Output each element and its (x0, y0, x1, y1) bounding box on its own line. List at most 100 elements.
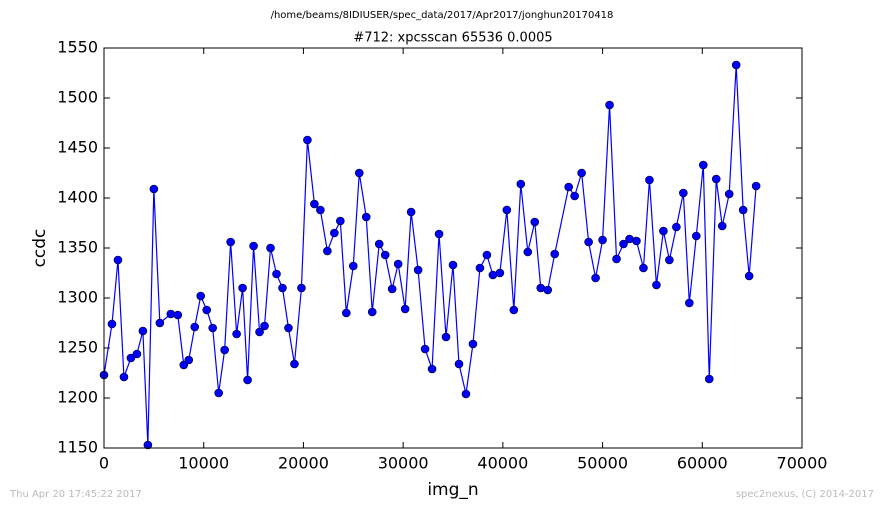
data-point (214, 388, 223, 398)
data-point (297, 283, 306, 293)
data-point (406, 207, 416, 217)
x-tick-label: 40000 (477, 454, 528, 473)
data-point (400, 304, 410, 314)
data-point (196, 291, 206, 301)
data-point (155, 318, 165, 328)
data-point (619, 239, 628, 249)
y-tick-label: 1200 (57, 388, 98, 407)
x-tick-label: 70000 (777, 454, 828, 473)
data-point (427, 364, 437, 374)
x-tick-label: 10000 (178, 454, 229, 473)
data-point (266, 243, 275, 253)
footer-credit: spec2nexus, (C) 2014-2017 (736, 489, 874, 500)
data-point (374, 239, 384, 249)
data-point (717, 221, 727, 231)
data-point (138, 326, 148, 336)
data-point (659, 226, 668, 236)
data-point (348, 261, 358, 271)
y-tick-label: 1350 (57, 238, 98, 257)
x-tick-label: 20000 (278, 454, 329, 473)
data-point (577, 168, 586, 178)
data-point (393, 259, 403, 269)
data-point (509, 305, 519, 315)
data-point (342, 308, 351, 318)
data-point (243, 375, 252, 385)
data-point (454, 359, 464, 369)
x-tick-label: 0 (99, 454, 109, 473)
data-point (330, 228, 339, 238)
data-point (523, 247, 533, 257)
x-tick-label: 60000 (677, 454, 728, 473)
data-point (550, 249, 560, 259)
data-point (724, 189, 734, 199)
data-point (632, 236, 641, 246)
data-point (290, 359, 299, 369)
y-tick-label: 1450 (57, 138, 98, 157)
plot-frame (103, 47, 803, 449)
data-point (738, 205, 748, 215)
data-point (698, 160, 708, 170)
y-tick-label: 1250 (57, 338, 98, 357)
data-point (149, 184, 159, 194)
data-point (249, 241, 258, 251)
data-point (113, 255, 123, 265)
x-axis-label: img_n (427, 480, 478, 500)
data-point (107, 319, 117, 329)
data-point (119, 372, 129, 382)
footer-date: Thu Apr 20 17:45:22 2017 (9, 489, 142, 500)
y-tick-label: 1550 (57, 38, 98, 57)
y-tick-label: 1400 (57, 188, 98, 207)
data-point (731, 60, 741, 70)
data-point (461, 389, 471, 399)
data-point (132, 349, 142, 359)
data-point (260, 321, 269, 331)
data-point (303, 135, 312, 145)
data-point (143, 440, 153, 450)
data-line (103, 64, 757, 446)
data-point (284, 323, 293, 333)
data-point (704, 374, 714, 384)
data-point (220, 345, 229, 355)
data-point (751, 181, 761, 191)
data-point (468, 339, 478, 349)
data-point (361, 212, 371, 222)
data-point (530, 217, 540, 227)
data-point (605, 100, 614, 110)
data-point (208, 323, 217, 333)
data-point (232, 329, 241, 339)
data-point (665, 255, 674, 265)
data-point (495, 268, 505, 278)
data-point (679, 188, 688, 198)
data-point (272, 269, 281, 279)
data-point (316, 205, 325, 215)
data-point (570, 191, 579, 201)
chart-subtitle: /home/beams/8IDIUSER/spec_data/2017/Apr2… (271, 10, 614, 21)
data-point (278, 283, 287, 293)
data-point (612, 254, 621, 264)
data-point (685, 298, 694, 308)
data-point (202, 305, 212, 315)
x-tick-label: 30000 (378, 454, 429, 473)
data-point (354, 168, 364, 178)
data-point (744, 271, 754, 281)
y-axis-label: ccdc (30, 229, 50, 268)
data-point (367, 307, 377, 317)
data-point (711, 174, 721, 184)
data-point (226, 237, 235, 247)
data-point (238, 283, 247, 293)
data-point (591, 273, 600, 283)
data-point (434, 229, 444, 239)
data-point (672, 222, 681, 232)
data-point (584, 237, 593, 247)
data-point (184, 355, 194, 365)
chart-title: #712: xpcsscan 65536 0.0005 (353, 31, 552, 46)
y-tick-label: 1500 (57, 88, 98, 107)
data-point (126, 353, 136, 363)
data-point (639, 263, 648, 273)
data-point (652, 280, 661, 290)
data-point (448, 260, 458, 270)
data-point (420, 344, 430, 354)
data-point (645, 175, 654, 185)
data-point (190, 322, 200, 332)
data-point (380, 250, 390, 260)
